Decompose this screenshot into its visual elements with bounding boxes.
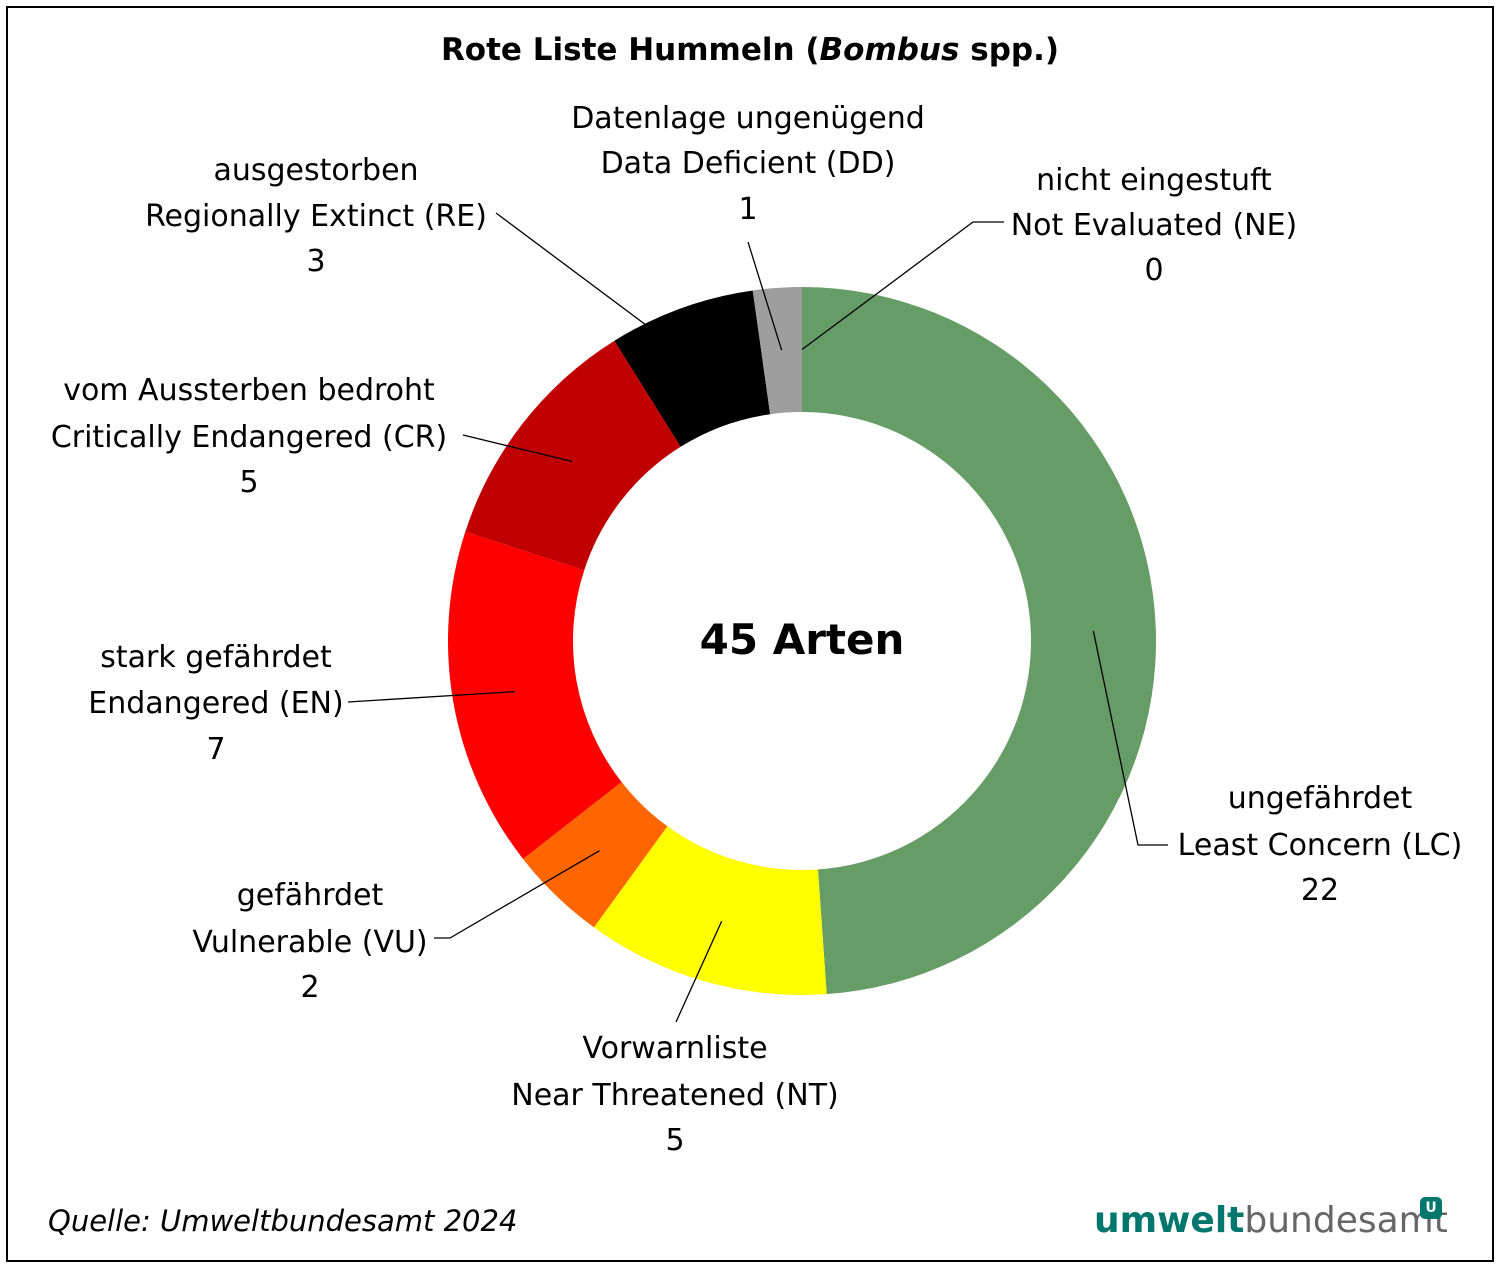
label-value-regionally-extinct-re: 3 [306, 244, 325, 279]
label-de-near-threatened-nt: Vorwarnliste [582, 1031, 767, 1066]
leader-lines [347, 212, 1168, 1023]
label-en-regionally-extinct-re: Regionally Extinct (RE) [145, 199, 487, 234]
leader-line-data-deficient-dd [747, 241, 783, 351]
label-value-vulnerable-vu: 2 [300, 970, 319, 1005]
label-en-data-deficient-dd: Data Deficient (DD) [601, 146, 896, 181]
source-note: Quelle: Umweltbundesamt 2024 [48, 1204, 518, 1238]
label-value-least-concern-lc: 22 [1301, 873, 1339, 908]
chart-title: Rote Liste Hummeln (Bombus spp.) [441, 32, 1059, 68]
label-value-near-threatened-nt: 5 [665, 1123, 684, 1158]
leader-line-vulnerable-vu [434, 850, 600, 939]
label-value-not-evaluated-ne: 0 [1144, 253, 1163, 288]
chart-frame [6, 6, 1494, 1262]
slice-vulnerable-vu [523, 781, 668, 928]
label-value-critically-endangered-cr: 5 [239, 465, 258, 500]
label-de-regionally-extinct-re: ausgestorben [213, 153, 418, 188]
label-value-data-deficient-dd: 1 [738, 192, 757, 227]
leader-line-least-concern-lc [1092, 630, 1168, 846]
slice-near-threatened-nt [593, 826, 827, 996]
label-de-critically-endangered-cr: vom Aussterben bedroht [63, 373, 435, 408]
slice-labels: ungefährdet Least Concern (LC) 22 Vorwarnli… [51, 101, 1463, 1158]
label-en-vulnerable-vu: Vulnerable (VU) [192, 925, 427, 960]
label-en-least-concern-lc: Least Concern (LC) [1178, 828, 1463, 863]
leader-line-regionally-extinct-re [495, 212, 703, 368]
label-en-near-threatened-nt: Near Threatened (NT) [511, 1078, 838, 1113]
label-de-vulnerable-vu: gefährdet [237, 878, 384, 913]
label-en-not-evaluated-ne: Not Evaluated (NE) [1011, 208, 1298, 243]
publisher-logo: umweltbundesamt [1094, 1200, 1448, 1241]
slice-endangered-en [448, 531, 622, 859]
label-de-least-concern-lc: ungefährdet [1228, 781, 1413, 816]
leader-line-endangered-en [347, 690, 515, 703]
label-en-critically-endangered-cr: Critically Endangered (CR) [51, 420, 447, 455]
label-en-endangered-en: Endangered (EN) [88, 686, 343, 721]
label-de-not-evaluated-ne: nicht eingestuft [1036, 163, 1272, 198]
slice-data-deficient-dd [752, 287, 802, 415]
slice-regionally-extinct-re [614, 290, 771, 447]
label-value-endangered-en: 7 [206, 732, 225, 767]
donut-slices [448, 287, 1157, 996]
label-de-endangered-en: stark gefährdet [100, 640, 332, 675]
center-label: 45 Arten [700, 615, 905, 664]
slice-least-concern-lc [802, 287, 1157, 995]
leader-line-not-evaluated-ne [801, 221, 1004, 351]
logo-mark-icon: U [1420, 1197, 1442, 1219]
leader-line-critically-endangered-cr [462, 434, 573, 463]
leader-line-near-threatened-nt [675, 920, 723, 1023]
slice-critically-endangered-cr [465, 340, 681, 571]
label-de-data-deficient-dd: Datenlage ungenügend [571, 101, 925, 136]
